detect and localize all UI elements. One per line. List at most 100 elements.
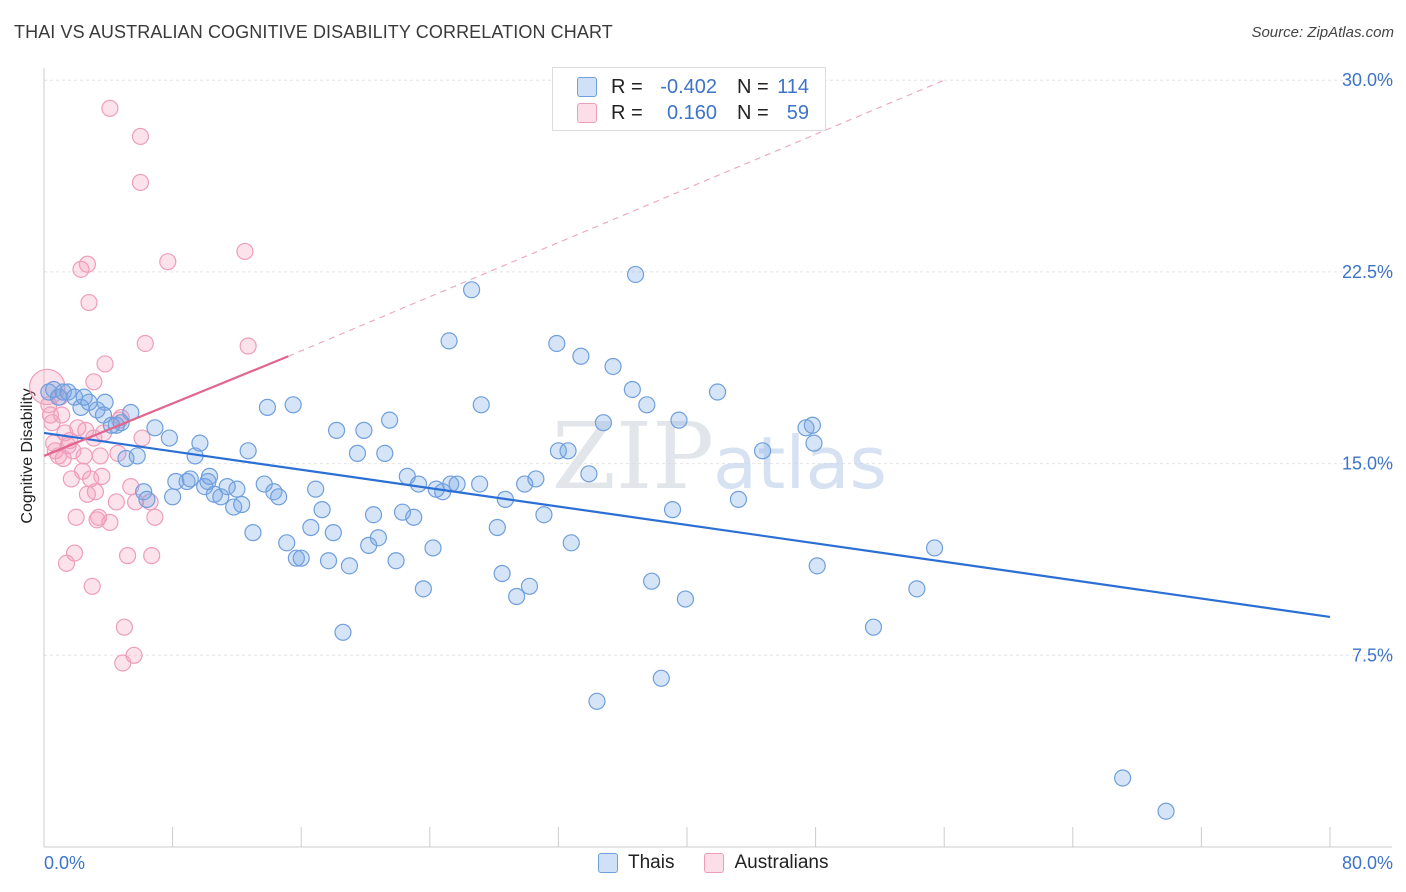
x-tick-label: 0.0% [44,853,85,873]
thais-swatch [577,77,597,97]
australians-point [159,253,177,271]
thais-point [284,396,302,414]
thais-point [409,475,428,493]
thais-point [340,557,359,575]
thais-point [292,549,310,567]
thais-point [96,393,114,411]
australians-point [88,511,106,529]
thais-point [562,534,580,552]
australians-point [80,293,98,312]
australians-point [136,334,154,353]
australians-point [91,447,109,465]
x-tick-label: 80.0% [1342,853,1393,873]
thais-point [369,529,387,547]
series-legend: Thais Australians [598,852,858,874]
y-tick-label: 7.5% [1352,645,1393,665]
thais-point [471,475,489,493]
thais-point [708,383,727,401]
australians-point [131,173,150,192]
thais-point [387,552,405,570]
n-value: 59 [786,101,809,124]
thais-point [729,490,748,508]
thais-point [604,357,622,376]
thais-point [319,552,338,570]
thais-point [270,488,288,506]
thais-point [355,421,373,439]
thais-point [117,449,135,468]
australians-point [236,242,254,261]
australians-point [101,99,119,117]
y-tick-label: 15.0% [1342,454,1393,474]
thais-point [488,518,506,537]
thais-point [448,475,466,493]
thais-point [307,480,325,498]
australians-point [96,355,114,373]
thais-point [670,411,688,429]
r-value: -0.402 [660,75,717,98]
thais-point [164,488,182,506]
thais-point [258,398,277,416]
thais-point [559,442,577,460]
australians-point [93,467,111,485]
thais-point [376,444,394,462]
source-credit: Source: ZipAtlas.com [1251,24,1394,41]
legend-row-thais: R = -0.402 N = 114 [577,75,809,99]
legend-item-australians[interactable]: Australians [704,852,828,874]
australians-point [82,470,100,488]
thais-point [54,383,72,401]
australians-point [115,618,133,636]
thais-point [324,524,342,542]
thais-point [548,334,566,353]
thais-point [228,480,246,498]
australians-point [118,547,137,565]
n-label: N = [737,101,769,124]
thais-point [623,380,641,399]
y-tick-label: 30.0% [1342,70,1393,90]
gridlines [44,79,1392,656]
thais-point [381,411,399,429]
r-label: R = [611,75,643,98]
thais-point [302,518,320,537]
thais-point [146,419,164,437]
thais-point [663,501,682,519]
legend-label-thais: Thais [628,852,675,873]
australians-swatch [577,103,597,123]
thais-point [462,281,481,299]
legend-row-australians: R = 0.160 N = 59 [577,101,809,125]
australians-point [122,478,140,496]
australians-point [90,508,108,526]
australians-point [131,127,150,146]
watermark: ZIP atlas [552,403,887,510]
thais-trend-line [43,431,1331,619]
thais-point [200,467,219,485]
australians-point [78,255,97,273]
thais-point [265,483,283,501]
australians-point [53,406,71,424]
thais-point [218,478,236,496]
chart-title: THAI VS AUSTRALIAN COGNITIVE DISABILITY … [14,22,613,42]
australians-point [146,508,164,526]
thais-point [753,442,772,460]
thais-point [239,442,257,460]
australians-trend-extension [288,79,945,357]
r-label: R = [611,101,643,124]
thais-point [805,434,823,452]
thais-point [244,524,262,542]
thais-point [516,475,534,493]
n-label: N = [737,75,769,98]
australians-point [143,547,161,565]
australians-point [125,646,143,664]
thais-point [364,506,383,524]
thais-point [327,421,346,439]
legend-item-thais[interactable]: Thais [598,852,674,874]
australians-point [65,544,84,562]
thais-point [527,470,545,488]
australians-point [86,483,105,501]
australians-point [239,337,257,355]
thais-point [808,557,826,575]
thais-point [233,495,251,514]
thais-point [424,539,442,557]
thais-point [287,549,305,567]
thais-point [414,580,432,598]
thais-point [128,447,146,465]
